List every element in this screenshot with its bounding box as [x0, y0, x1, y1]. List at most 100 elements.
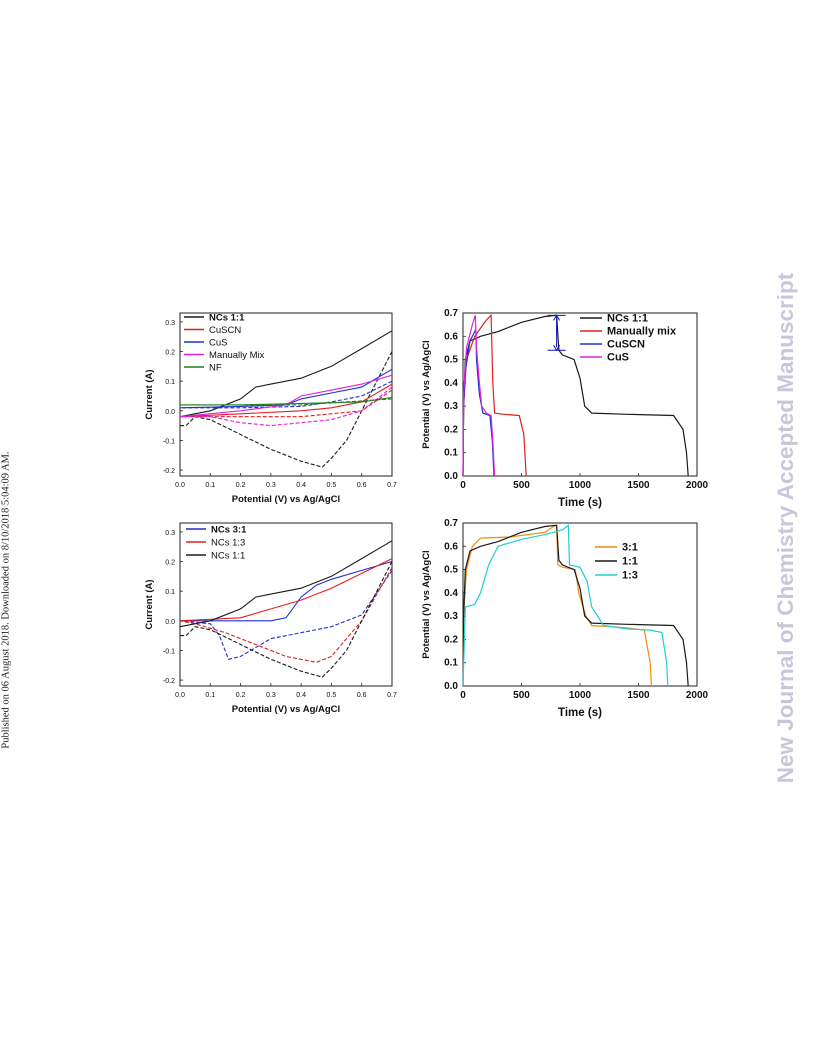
- gcd-chart-top-right: 0 500 1000 1500 2000 0.0 0.1 0.2 0.3 0.4 0.5 0.6 0.7…: [421, 308, 709, 509]
- y-axis-label: Potential (V) vs Ag/AgCl: [421, 340, 432, 448]
- x-tick-label: 0.7: [387, 482, 397, 489]
- legend-label-ncs-1-1: NCs 1:1: [209, 313, 245, 324]
- legend-label-cuscn: CuSCN: [209, 325, 241, 336]
- series-anodic-ncs-1-3: [179, 558, 393, 622]
- y-tick-label: 0.0: [444, 681, 458, 692]
- series-cathodic-nf: [180, 398, 393, 406]
- x-tick-label: 1000: [569, 480, 592, 491]
- legend-label-cuscn: CuSCN: [607, 339, 645, 351]
- plot-frame: [179, 312, 393, 477]
- x-axis-label: Potential (V) vs Ag/AgCl: [232, 704, 340, 715]
- y-tick-label: 0.0: [165, 409, 175, 416]
- series-anodic-ncs-3-1: [180, 560, 393, 622]
- series-cathodic-ncs-3-1: [179, 570, 393, 660]
- y-tick-label: -0.2: [163, 678, 175, 685]
- series-line-3-1: [462, 524, 652, 687]
- y-axis-label: Current (A): [144, 579, 155, 629]
- x-tick-label: 0.5: [327, 482, 337, 489]
- x-tick-label: 0.1: [205, 692, 215, 699]
- series-anodic-manually-mix: [179, 374, 393, 418]
- y-tick-label: -0.1: [163, 438, 175, 445]
- series-anodic-ncs-1-1: [179, 540, 393, 628]
- series-line-ncs-1-1: [462, 314, 689, 477]
- x-axis-label: Time (s): [558, 707, 602, 719]
- series-line-cus: [462, 315, 496, 477]
- legend-label-3-1: 3:1: [622, 542, 638, 554]
- y-tick-label: 0.4: [444, 588, 458, 599]
- series-anodic-cuscn: [179, 383, 393, 418]
- x-tick-label: 1000: [569, 690, 592, 701]
- x-tick-label: 0.4: [296, 482, 306, 489]
- x-tick-label: 0: [460, 480, 466, 491]
- series-line-1-3: [462, 524, 669, 687]
- series-cathodic-ncs-1-1: [180, 561, 393, 678]
- x-tick-label: 0.6: [357, 482, 367, 489]
- x-tick-label: 0.3: [266, 692, 276, 699]
- y-tick-label: 0.2: [165, 350, 175, 357]
- y-tick-label: 0.4: [444, 378, 458, 389]
- y-axis-label: Current (A): [144, 369, 155, 419]
- y-tick-label: 0.1: [165, 379, 175, 386]
- y-tick-label: 0.5: [444, 565, 458, 576]
- y-tick-label: 0.2: [444, 424, 458, 435]
- legend-label-nf: NF: [209, 363, 222, 374]
- legend-label-manually-mix: Manually Mix: [209, 350, 265, 361]
- y-tick-label: 0.3: [165, 530, 175, 537]
- legend-label-cus: CuS: [209, 338, 227, 349]
- y-tick-label: 0.7: [444, 308, 458, 319]
- legend-label-ncs-3-1: NCs 3:1: [211, 525, 247, 536]
- x-axis-label: Potential (V) vs Ag/AgCl: [232, 494, 340, 505]
- legend-label-1-3: 1:3: [622, 570, 638, 582]
- plot-frame: [179, 522, 393, 687]
- legend-label-manually-mix: Manually mix: [607, 326, 677, 338]
- y-tick-label: 0.7: [444, 518, 458, 529]
- legend-label-1-1: 1:1: [622, 556, 638, 568]
- x-tick-label: 0.0: [175, 482, 185, 489]
- series-cathodic-ncs-1-1: [180, 351, 393, 468]
- y-tick-label: 0.6: [444, 541, 458, 552]
- y-tick-label: 0.2: [444, 634, 458, 645]
- x-tick-label: 1500: [627, 690, 650, 701]
- gcd-chart-bottom-right: 0 500 1000 1500 2000 0.0 0.1 0.2 0.3 0.4 0.5 0.6 0.7…: [421, 518, 709, 719]
- x-tick-label: 0.6: [357, 692, 367, 699]
- y-tick-label: 0.1: [165, 589, 175, 596]
- series-anodic-cus: [179, 368, 393, 409]
- x-tick-label: 0.3: [266, 482, 276, 489]
- y-tick-label: 0.1: [444, 658, 458, 669]
- x-tick-label: 500: [513, 690, 530, 701]
- y-tick-label: 0.3: [165, 320, 175, 327]
- x-tick-label: 0: [460, 690, 466, 701]
- y-tick-label: 0.3: [444, 401, 458, 412]
- x-axis-label: Time (s): [558, 497, 602, 509]
- y-tick-label: 0.2: [165, 560, 175, 567]
- legend-label-ncs-1-1: NCs 1:1: [211, 551, 245, 562]
- x-tick-label: 500: [513, 480, 530, 491]
- y-tick-label: 0.1: [444, 448, 458, 459]
- y-tick-label: -0.1: [163, 648, 175, 655]
- y-tick-label: 0.5: [444, 355, 458, 366]
- legend-label-ncs-1-1: NCs 1:1: [607, 313, 648, 325]
- x-tick-label: 0.2: [236, 482, 246, 489]
- x-tick-label: 1500: [627, 480, 650, 491]
- series-cathodic-manually-mix: [180, 386, 393, 427]
- cv-chart-bottom-left: 0.0 0.1 0.2 0.3 0.4 0.5 0.6 0.7 -0.2 -0.1 0.0 0.1 0.…: [144, 522, 397, 715]
- legend-label-ncs-1-3: NCs 1:3: [211, 538, 245, 549]
- y-axis-label: Potential (V) vs Ag/AgCl: [421, 550, 432, 658]
- x-tick-label: 0.7: [387, 692, 397, 699]
- y-tick-label: 0.0: [444, 471, 458, 482]
- x-tick-label: 0.0: [175, 692, 185, 699]
- y-tick-label: 0.0: [165, 619, 175, 626]
- x-tick-label: 2000: [686, 690, 709, 701]
- x-tick-label: 0.4: [296, 692, 306, 699]
- x-tick-label: 2000: [686, 480, 709, 491]
- journal-watermark-text: New Journal of Chemistry Accepted Manusc…: [773, 272, 798, 784]
- published-note-text: Published on 06 August 2018. Downloaded …: [0, 451, 12, 749]
- y-tick-label: -0.2: [163, 468, 175, 475]
- y-tick-label: 0.3: [444, 611, 458, 622]
- series-line-1-1: [462, 524, 689, 687]
- y-tick-label: 0.6: [444, 331, 458, 342]
- cv-chart-top-left: 0.0 0.1 0.2 0.3 0.4 0.5 0.6 0.7 -0.2 -0.1 0.0 0.1 0.…: [144, 312, 397, 505]
- x-tick-label: 0.5: [327, 692, 337, 699]
- legend-label-cus: CuS: [607, 352, 629, 364]
- series-cathodic-ncs-1-3: [179, 567, 393, 663]
